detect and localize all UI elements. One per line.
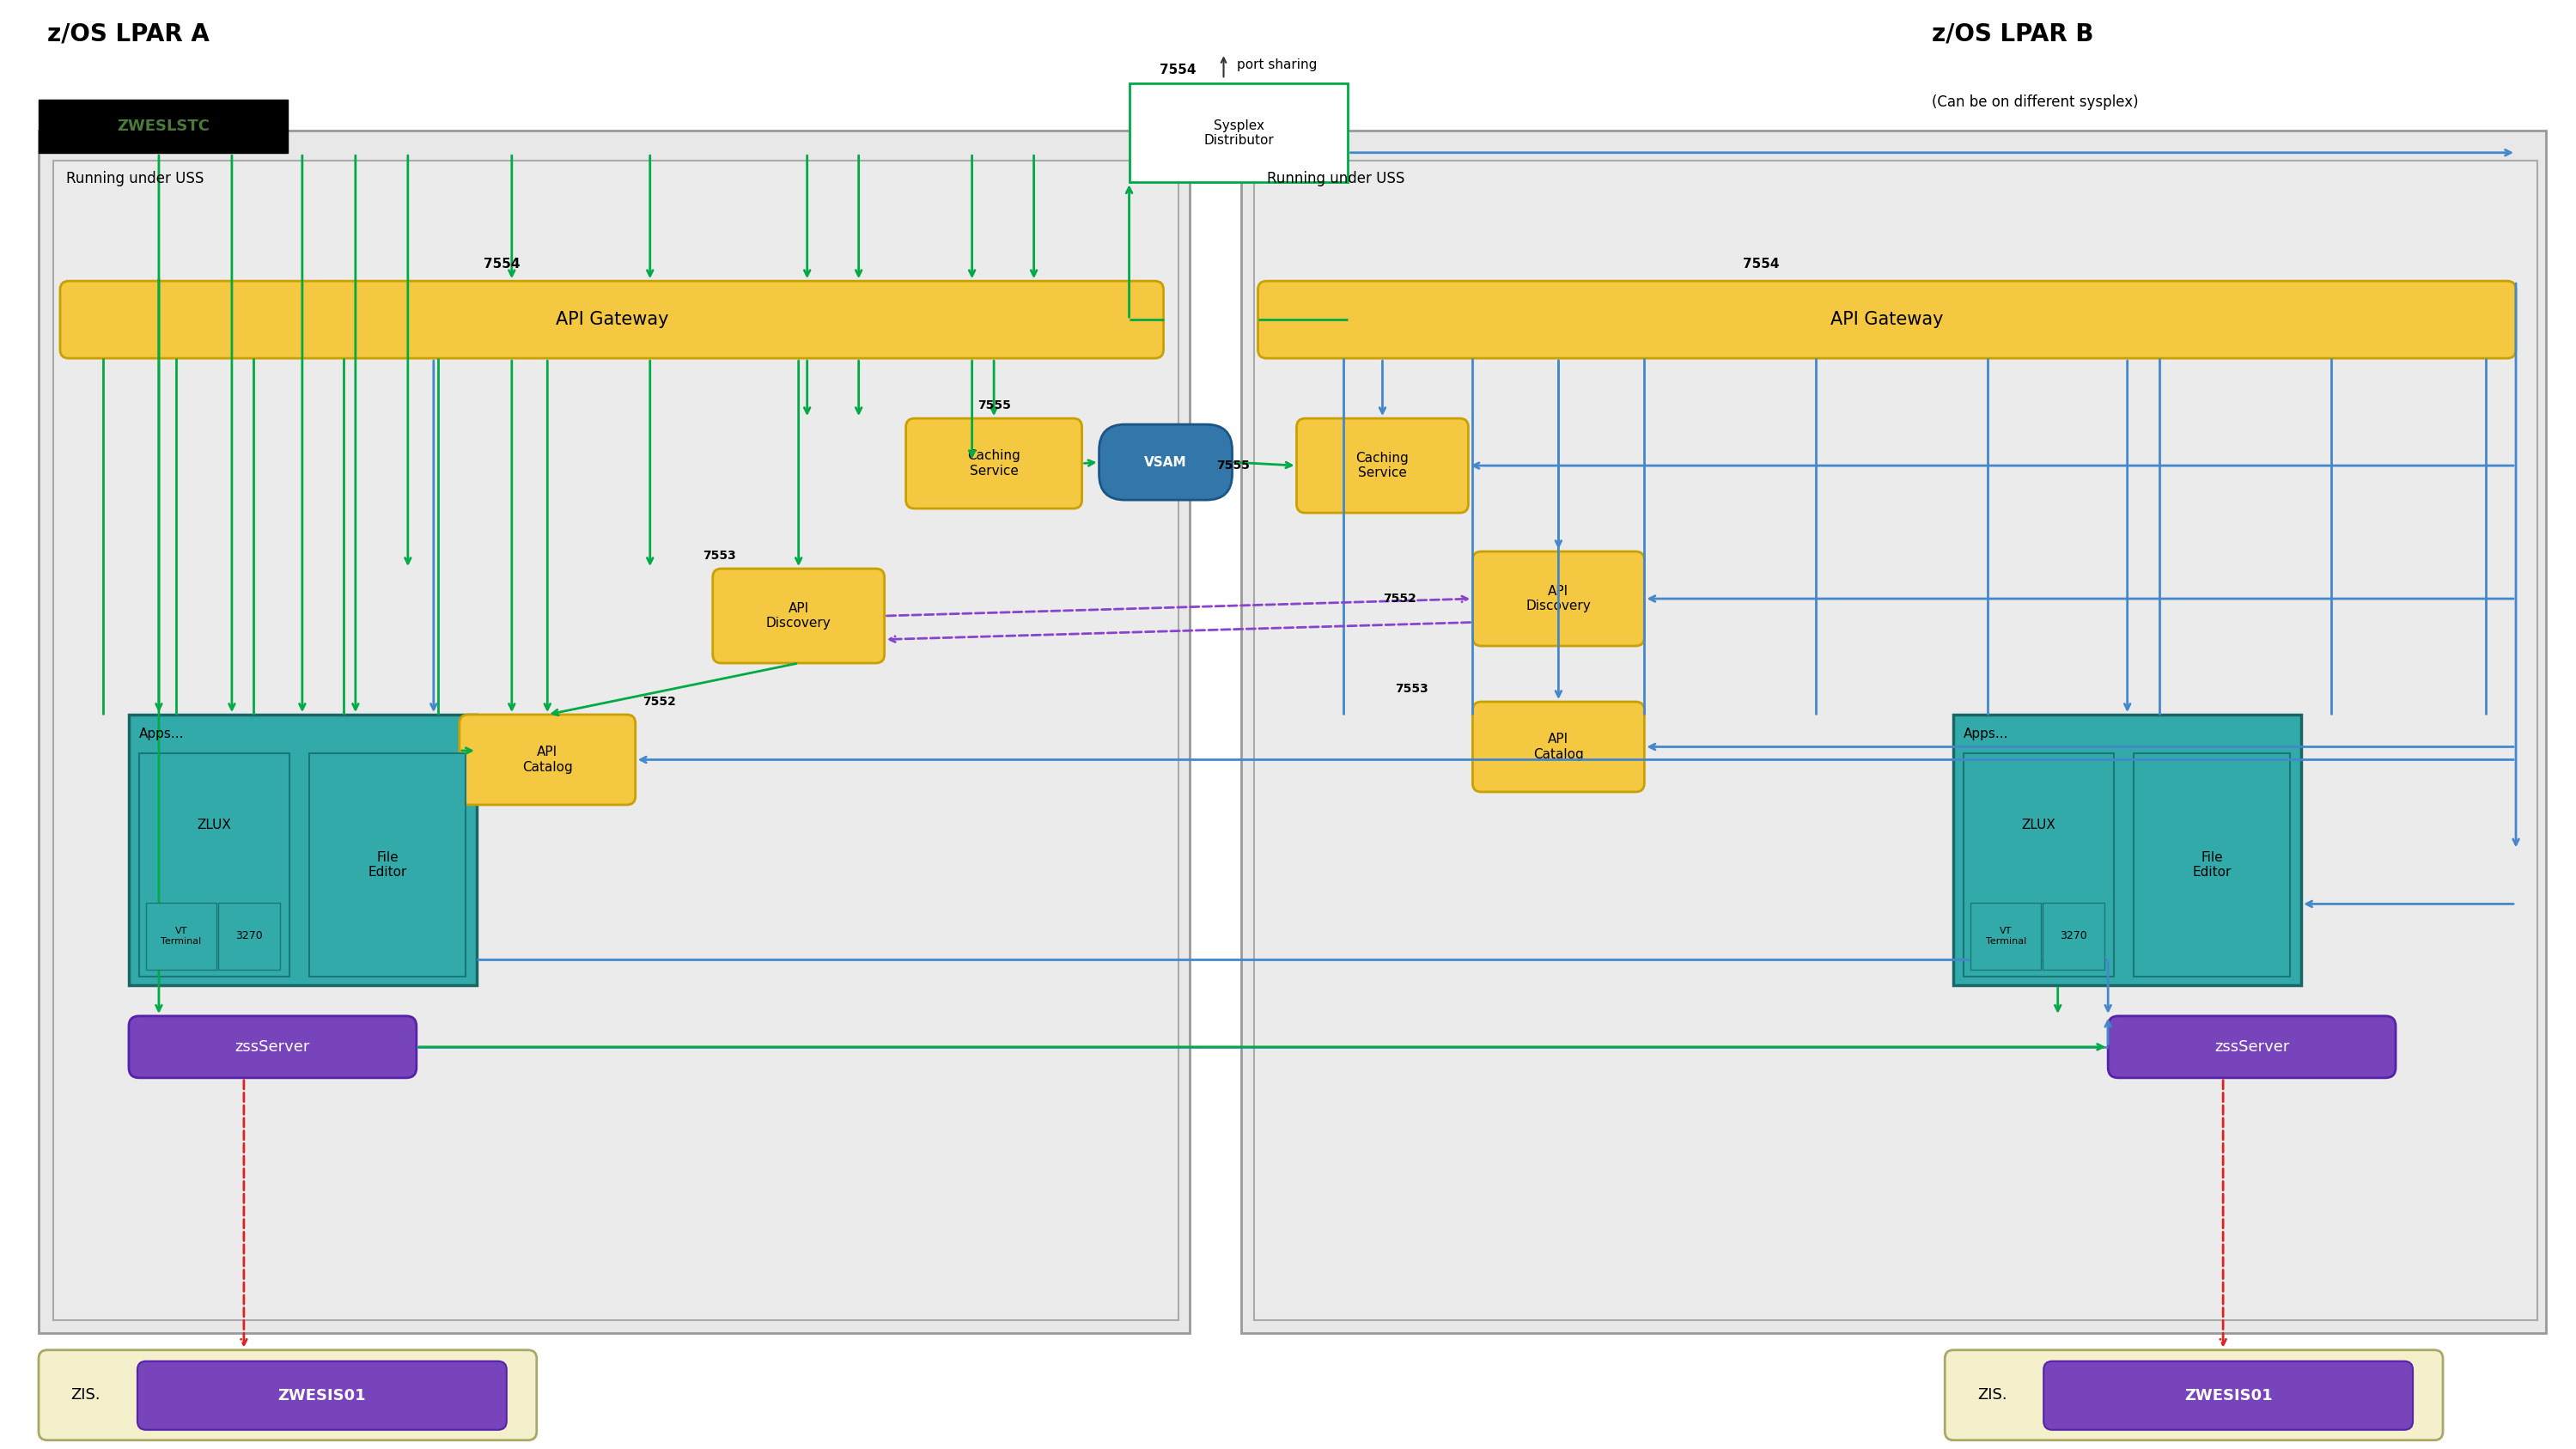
Text: 7552: 7552 bbox=[1383, 593, 1417, 604]
Text: 3270: 3270 bbox=[2061, 930, 2087, 942]
Text: zssServer: zssServer bbox=[2215, 1039, 2290, 1055]
Text: 3270: 3270 bbox=[234, 930, 263, 942]
Text: ZLUX: ZLUX bbox=[2022, 819, 2056, 832]
Bar bbox=[1128, 84, 1347, 183]
Text: API
Catalog: API Catalog bbox=[523, 746, 572, 774]
FancyBboxPatch shape bbox=[39, 1350, 536, 1440]
Text: ZWESIS01: ZWESIS01 bbox=[2184, 1388, 2272, 1403]
FancyBboxPatch shape bbox=[714, 568, 884, 664]
Text: ZIS.: ZIS. bbox=[72, 1387, 100, 1403]
Bar bbox=[39, 100, 289, 154]
FancyBboxPatch shape bbox=[1473, 552, 1643, 646]
FancyBboxPatch shape bbox=[59, 281, 1164, 358]
FancyBboxPatch shape bbox=[1945, 1350, 2442, 1440]
Text: 7555: 7555 bbox=[976, 400, 1010, 412]
Bar bbox=[2133, 753, 2290, 977]
FancyBboxPatch shape bbox=[459, 714, 636, 804]
FancyBboxPatch shape bbox=[1257, 281, 2517, 358]
Text: Running under USS: Running under USS bbox=[67, 171, 204, 187]
Bar bbox=[2043, 903, 2105, 969]
FancyBboxPatch shape bbox=[1473, 701, 1643, 793]
Bar bbox=[139, 753, 289, 977]
Bar bbox=[1953, 714, 2300, 985]
Text: API
Discovery: API Discovery bbox=[765, 601, 832, 630]
Text: Sysplex
Distributor: Sysplex Distributor bbox=[1203, 119, 1273, 146]
Text: Running under USS: Running under USS bbox=[1267, 171, 1404, 187]
Bar bbox=[1255, 161, 2537, 1320]
Text: Caching
Service: Caching Service bbox=[969, 449, 1020, 477]
Text: 7552: 7552 bbox=[641, 696, 675, 707]
Bar bbox=[39, 130, 1190, 1333]
Text: 7553: 7553 bbox=[703, 549, 737, 562]
Text: (Can be on different sysplex): (Can be on different sysplex) bbox=[1932, 94, 2138, 110]
Text: port sharing: port sharing bbox=[1236, 58, 1316, 71]
FancyBboxPatch shape bbox=[2043, 1361, 2414, 1430]
FancyBboxPatch shape bbox=[907, 419, 1082, 509]
FancyBboxPatch shape bbox=[1100, 425, 1231, 500]
Text: 7554: 7554 bbox=[1744, 258, 1780, 271]
Bar bbox=[129, 714, 477, 985]
Bar bbox=[1971, 903, 2040, 969]
Text: Apps...: Apps... bbox=[1963, 727, 2009, 740]
FancyBboxPatch shape bbox=[2107, 1016, 2396, 1078]
Text: 7554: 7554 bbox=[484, 258, 520, 271]
Text: File
Editor: File Editor bbox=[2192, 851, 2231, 878]
Text: 7554: 7554 bbox=[1159, 64, 1195, 77]
Bar bbox=[219, 903, 281, 969]
Bar bbox=[1242, 130, 2545, 1333]
Text: 7553: 7553 bbox=[1396, 682, 1430, 696]
Text: ZLUX: ZLUX bbox=[198, 819, 232, 832]
Text: VT
Terminal: VT Terminal bbox=[160, 927, 201, 945]
Bar bbox=[147, 903, 216, 969]
Text: API Gateway: API Gateway bbox=[1832, 312, 1942, 329]
Bar bbox=[309, 753, 466, 977]
Text: 7555: 7555 bbox=[1216, 459, 1249, 471]
Text: Caching
Service: Caching Service bbox=[1355, 452, 1409, 480]
Text: VT
Terminal: VT Terminal bbox=[1986, 927, 2027, 945]
Text: VSAM: VSAM bbox=[1144, 456, 1188, 468]
FancyBboxPatch shape bbox=[1296, 419, 1468, 513]
Text: API
Discovery: API Discovery bbox=[1525, 585, 1592, 613]
Text: ZIS.: ZIS. bbox=[1978, 1387, 2007, 1403]
Text: ZWESLSTC: ZWESLSTC bbox=[116, 119, 209, 135]
Bar bbox=[1963, 753, 2115, 977]
FancyBboxPatch shape bbox=[129, 1016, 417, 1078]
Text: z/OS LPAR A: z/OS LPAR A bbox=[46, 22, 209, 46]
Text: File
Editor: File Editor bbox=[368, 851, 407, 878]
Text: ZWESIS01: ZWESIS01 bbox=[278, 1388, 366, 1403]
Text: z/OS LPAR B: z/OS LPAR B bbox=[1932, 22, 2094, 46]
Bar bbox=[54, 161, 1177, 1320]
FancyBboxPatch shape bbox=[137, 1361, 507, 1430]
Text: API
Catalog: API Catalog bbox=[1533, 733, 1584, 761]
Text: Apps...: Apps... bbox=[139, 727, 185, 740]
Text: zssServer: zssServer bbox=[234, 1039, 309, 1055]
Text: API Gateway: API Gateway bbox=[556, 312, 667, 329]
